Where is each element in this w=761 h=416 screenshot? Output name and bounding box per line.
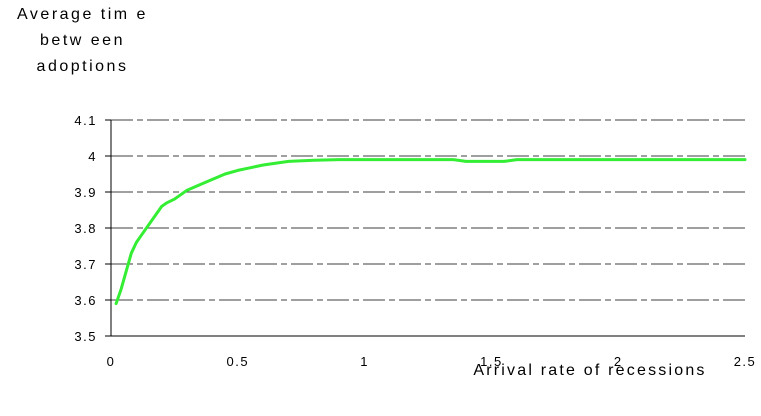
x-tick-label: 2.5 bbox=[734, 354, 757, 369]
y-axis-label-line-2: betw een bbox=[40, 32, 125, 49]
x-tick-label: 1.5 bbox=[480, 354, 503, 369]
y-tick-label: 4.1 bbox=[74, 113, 97, 128]
x-tick-label: 1 bbox=[360, 354, 369, 369]
y-tick-label: 4 bbox=[88, 149, 97, 164]
series-line bbox=[114, 158, 747, 306]
x-tick-label: 2 bbox=[614, 354, 623, 369]
y-tick-label: 3.7 bbox=[74, 257, 97, 272]
x-axis-label: Arrival rate of recessions bbox=[473, 362, 707, 379]
y-tick-label: 3.8 bbox=[74, 221, 97, 236]
y-tick-label: 3.6 bbox=[74, 293, 97, 308]
y-tick-label: 3.5 bbox=[74, 329, 97, 344]
x-tick-label: 0 bbox=[107, 354, 116, 369]
y-axis-label: Average tim e betw een adoptions bbox=[0, 2, 165, 80]
y-axis-label-line-3: adoptions bbox=[36, 58, 129, 75]
x-tick-label: 0.5 bbox=[227, 354, 250, 369]
y-axis-label-line-1: Average tim e bbox=[17, 6, 148, 23]
y-tick-label: 3.9 bbox=[74, 185, 97, 200]
